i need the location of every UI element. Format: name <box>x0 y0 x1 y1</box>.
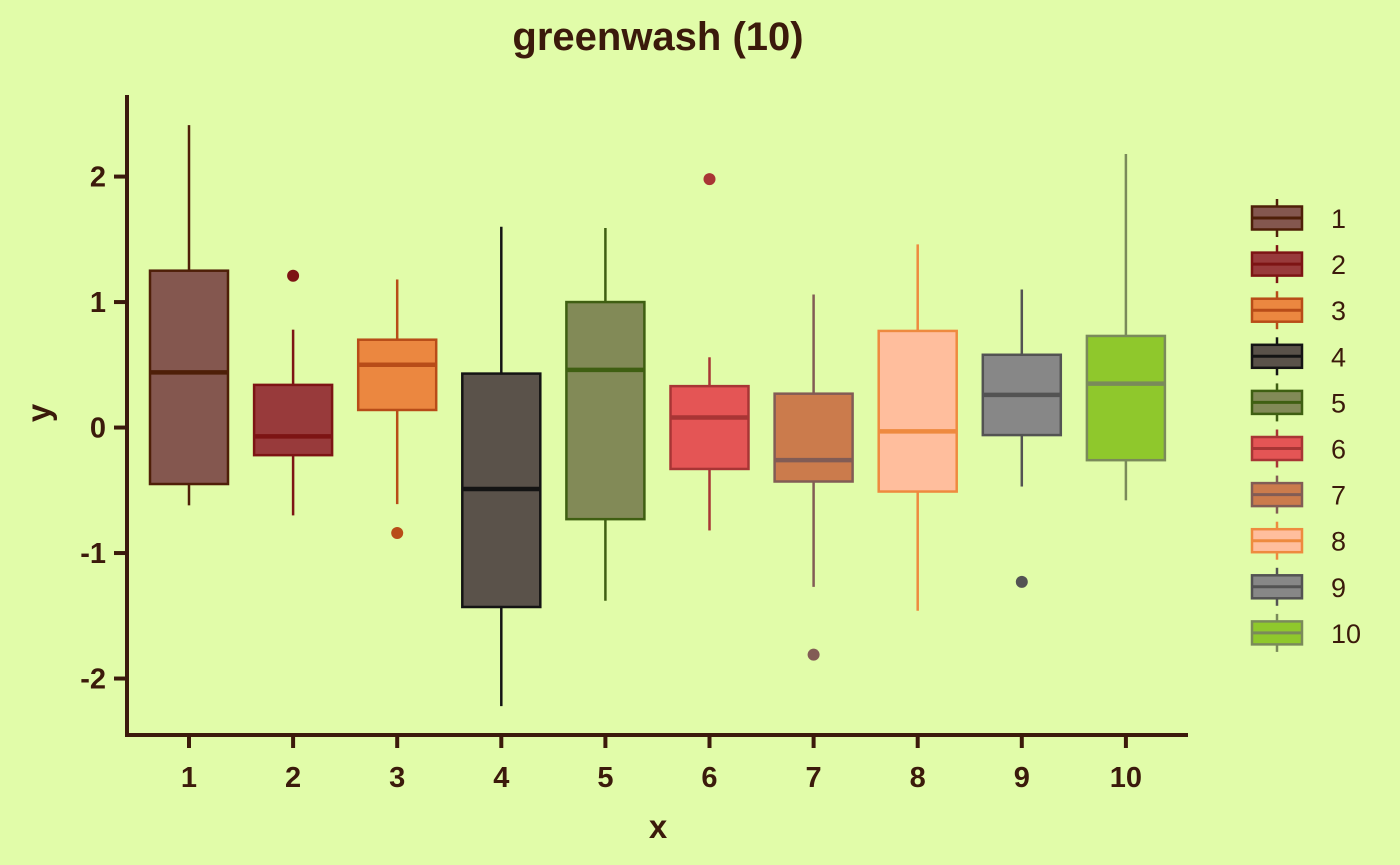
legend-label: 10 <box>1331 619 1361 649</box>
legend-item-3: 3 <box>1250 291 1346 330</box>
box-3 <box>356 338 438 412</box>
box-group-6 <box>669 173 750 531</box>
outlier-point-9-0 <box>1015 575 1028 588</box>
x-tick-label: 2 <box>285 762 301 794</box>
x-tick-label: 10 <box>1110 762 1142 794</box>
outlier-point-2-0 <box>287 269 300 282</box>
legend-label: 2 <box>1331 250 1346 280</box>
legend-item-8: 8 <box>1250 521 1346 560</box>
legend-item-5: 5 <box>1250 383 1346 422</box>
legend-label: 4 <box>1331 342 1346 372</box>
legend-label: 7 <box>1331 481 1346 511</box>
legend-item-10: 10 <box>1250 613 1361 652</box>
outlier-point-3-0 <box>391 526 404 539</box>
legend-item-6: 6 <box>1250 429 1346 468</box>
plot-area <box>148 125 1167 707</box>
legend-label: 1 <box>1331 204 1346 234</box>
x-tick-label: 4 <box>493 762 509 794</box>
x-tick-label: 5 <box>597 762 613 794</box>
x-tick-label: 8 <box>910 762 926 794</box>
x-tick-label: 9 <box>1014 762 1030 794</box>
legend-item-2: 2 <box>1250 245 1346 284</box>
legend-item-9: 9 <box>1250 567 1346 606</box>
legend-item-4: 4 <box>1250 337 1346 376</box>
box-group-9 <box>981 289 1063 588</box>
box-group-10 <box>1085 153 1167 501</box>
axes: -2 -1 0 1 2 1 2 3 4 5 6 7 8 9 10 <box>80 95 1188 794</box>
box-group-7 <box>773 294 854 661</box>
y-tick-label: -2 <box>80 664 106 696</box>
legend-item-7: 7 <box>1250 475 1346 514</box>
outlier-point-6-0 <box>703 173 716 186</box>
box-10 <box>1085 334 1167 462</box>
x-tick-label: 6 <box>701 762 717 794</box>
chart-title: greenwash (10) <box>512 15 803 59</box>
x-tick-label: 7 <box>806 762 822 794</box>
box-group-4 <box>461 226 542 707</box>
box-group-8 <box>877 244 958 611</box>
box-2 <box>252 383 334 457</box>
legend-label: 3 <box>1331 296 1346 326</box>
legend: 1 2 3 4 5 6 7 8 9 10 <box>1250 199 1361 652</box>
box-8 <box>877 329 958 493</box>
box-7 <box>773 392 854 483</box>
box-1 <box>148 269 230 486</box>
legend-item-1: 1 <box>1250 199 1346 237</box>
y-axis-title: y <box>20 403 57 422</box>
x-axis-title: x <box>649 808 668 845</box>
box-group-2 <box>252 269 334 516</box>
y-tick-label: -1 <box>80 538 106 570</box>
outlier-point-7-0 <box>807 648 820 661</box>
x-tick-label: 1 <box>181 762 197 794</box>
x-tick-label: 3 <box>389 762 405 794</box>
box-5 <box>565 300 646 521</box>
y-tick-label: 1 <box>90 287 106 319</box>
y-tick-label: 2 <box>90 162 106 194</box>
legend-label: 8 <box>1331 527 1346 557</box>
box-group-5 <box>565 228 646 601</box>
legend-label: 6 <box>1331 435 1346 465</box>
box-group-1 <box>148 125 230 506</box>
box-group-3 <box>356 279 438 539</box>
legend-label: 5 <box>1331 388 1346 418</box>
legend-label: 9 <box>1331 573 1346 603</box>
box-6 <box>669 384 750 471</box>
y-tick-label: 0 <box>90 413 106 445</box>
